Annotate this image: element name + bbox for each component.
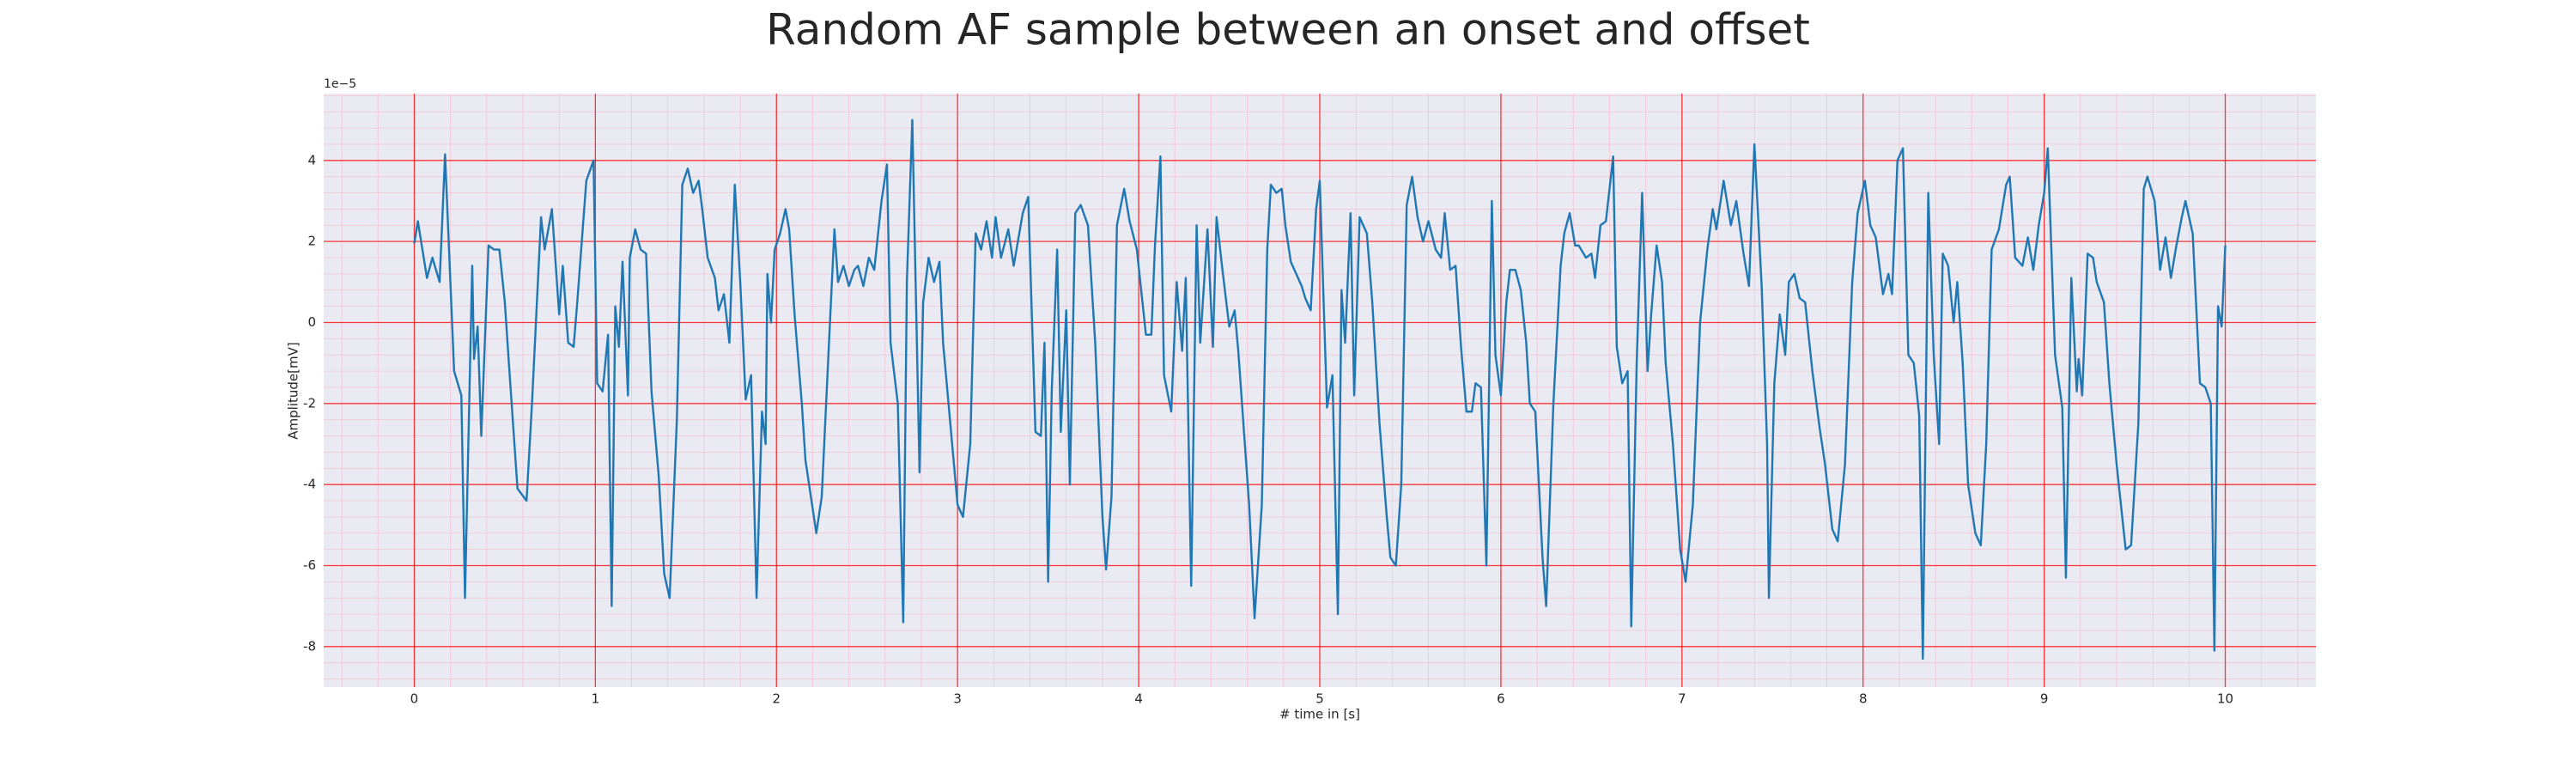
marks <box>413 119 2227 660</box>
y-tick-label: -4 <box>303 477 316 492</box>
x-axis-label: # time in [s] <box>1279 707 1360 722</box>
y-axis-label: Amplitude[mV] <box>286 342 301 439</box>
x-tick-label: 3 <box>953 691 962 707</box>
y-tick-label: -6 <box>303 557 316 573</box>
x-tick-label: 0 <box>410 691 419 707</box>
x-tick-label: 4 <box>1134 691 1143 707</box>
x-tick-label: 8 <box>1859 691 1868 707</box>
x-tick-label: 10 <box>2217 691 2233 707</box>
labels: 0 1 2 3 4 5 6 7 8 9 10 -8 -6 -4 -2 0 2 4 <box>303 152 2233 706</box>
signal-line <box>413 119 2227 660</box>
x-tick-label: 2 <box>772 691 781 707</box>
y-tick-label: -8 <box>303 638 316 654</box>
x-tick-label: 9 <box>2040 691 2049 707</box>
x-tick-label: 6 <box>1497 691 1505 707</box>
y-tick-label: -2 <box>303 395 316 411</box>
x-tick-label: 5 <box>1315 691 1324 707</box>
y-tick-label: 2 <box>307 234 316 249</box>
x-tick-label: 7 <box>1678 691 1686 707</box>
y-tick-label: 4 <box>307 152 316 167</box>
offset-label: 1e−5 <box>324 77 356 91</box>
x-tick-label: 1 <box>592 691 600 707</box>
y-tick-label: 0 <box>307 314 316 330</box>
chart-title: Random AF sample between an onset and of… <box>766 5 1810 55</box>
